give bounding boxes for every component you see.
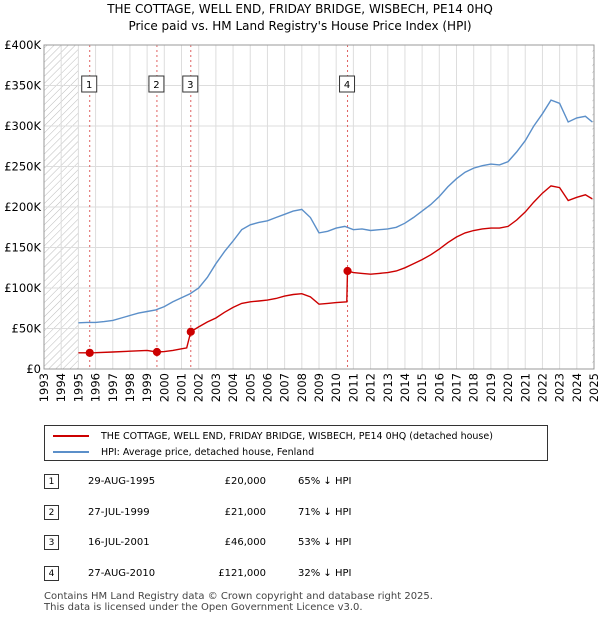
x-tick-label: 1998 [123,373,137,402]
legend-swatch-hpi [53,451,89,453]
legend-swatch-property [53,435,89,437]
y-tick-label: £250K [4,160,41,174]
x-tick-label: 2017 [450,373,464,402]
y-tick-label: £200K [4,200,41,214]
x-tick-label: 2025 [587,373,600,402]
x-tick-label: 2020 [501,373,515,402]
sale-hpi-diff: 53% ↓ HPI [298,537,352,548]
legend-label-hpi: HPI: Average price, detached house, Fenl… [101,446,315,458]
legend-item-property: THE COTTAGE, WELL END, FRIDAY BRIDGE, WI… [53,429,493,443]
x-tick-label: 2018 [467,373,481,402]
sale-marker-label: 1 [86,80,92,91]
sale-marker-box [148,75,165,93]
x-tick-label: 2009 [312,373,326,402]
sale-hpi-diff: 65% ↓ HPI [298,476,352,487]
property-series-line [78,185,593,354]
x-tick-label: 2012 [364,373,378,402]
x-tick-label: 2007 [278,373,292,402]
y-tick-label: £150K [4,241,41,255]
sale-marker-label: 2 [153,80,159,91]
y-tick-label: £0 [26,362,41,376]
sale-price: £20,000 [224,476,266,487]
y-tick-label: £300K [4,119,41,133]
sale-price: £46,000 [224,537,266,548]
x-tick-label: 2019 [484,373,498,402]
x-tick-label: 2013 [381,373,395,402]
sale-row: 1 29-AUG-1995 £20,000 65% ↓ HPI [44,472,564,503]
x-tick-label: 2021 [518,373,532,402]
x-tick-label: 2001 [175,373,189,402]
x-tick-label: 2010 [329,373,343,402]
y-tick-label: £400K [4,38,41,52]
price-chart: £0 £50K £100K £150K £200K £250K £300K £350K £400… [4,38,600,402]
x-tick-label: 1999 [140,373,154,402]
x-tick-label: 2008 [295,373,309,402]
chart-title-line2: Price paid vs. HM Land Registry's House … [128,19,472,33]
legend-label-property: THE COTTAGE, WELL END, FRIDAY BRIDGE, WI… [101,430,493,442]
sale-row: 3 16-JUL-2001 £46,000 53% ↓ HPI [44,533,564,564]
sale-point [186,327,195,336]
sale-price: £121,000 [218,567,266,579]
sales-table: 1 29-AUG-1995 £20,000 65% ↓ HPI 2 27-JUL… [44,472,564,594]
x-tick-label: 2014 [398,373,412,402]
x-tick-label: 1996 [89,373,103,402]
y-tick-label: £50K [12,322,42,336]
hpi-series-line [78,99,593,324]
sale-marker-box [182,75,199,93]
legend-item-hpi: HPI: Average price, detached house, Fenl… [53,445,314,459]
sale-number-badge: 1 [44,474,59,489]
x-tick-label: 1993 [37,373,51,402]
x-tick-label: 2002 [192,373,206,402]
x-tick-label: 1995 [71,373,85,402]
chart-legend: THE COTTAGE, WELL END, FRIDAY BRIDGE, WI… [44,425,548,461]
x-tick-label: 2015 [415,373,429,402]
footer-attribution: Contains HM Land Registry data © Crown c… [44,591,433,613]
sale-date: 16-JUL-2001 [88,537,150,548]
y-tick-label: £100K [4,281,41,295]
x-tick-label: 2006 [260,373,274,402]
sale-date: 27-JUL-1999 [88,506,150,518]
x-tick-label: 2024 [570,373,584,402]
x-tick-label: 2000 [157,373,171,402]
x-tick-label: 2003 [209,373,223,402]
sale-row: 4 27-AUG-2010 £121,000 32% ↓ HPI [44,564,564,595]
sale-number-badge: 4 [44,565,59,581]
sale-number-badge: 3 [44,535,59,550]
footer-copyright: Contains HM Land Registry data © Crown c… [44,591,433,602]
sale-point [343,266,352,276]
x-tick-label: 2022 [535,373,549,402]
x-tick-label: 2011 [346,373,360,402]
x-tick-label: 2005 [243,373,257,402]
sale-marker-box [81,75,98,93]
x-tick-label: 2016 [432,373,446,402]
sale-hpi-diff: 71% ↓ HPI [298,506,352,518]
y-tick-label: £350K [4,79,41,93]
sale-date: 27-AUG-2010 [88,567,156,579]
sale-marker-box [339,75,356,93]
sale-marker-label: 3 [187,80,193,91]
sale-point [85,348,94,357]
plot-border [43,44,595,370]
sale-marker-label: 4 [344,80,350,91]
sale-price: £21,000 [224,506,266,518]
sale-number-badge: 2 [44,504,59,520]
x-tick-label: 1997 [106,373,120,402]
x-tick-label: 2004 [226,373,240,402]
sale-row: 2 27-JUL-1999 £21,000 71% ↓ HPI [44,503,564,534]
sale-point [152,347,162,357]
x-tick-label: 1994 [54,373,68,402]
sale-date: 29-AUG-1995 [88,476,156,487]
chart-title-line1: THE COTTAGE, WELL END, FRIDAY BRIDGE, WI… [107,2,493,16]
sale-hpi-diff: 32% ↓ HPI [298,567,352,579]
x-tick-label: 2023 [553,373,567,402]
footer-licence: This data is licensed under the Open Gov… [44,602,363,613]
